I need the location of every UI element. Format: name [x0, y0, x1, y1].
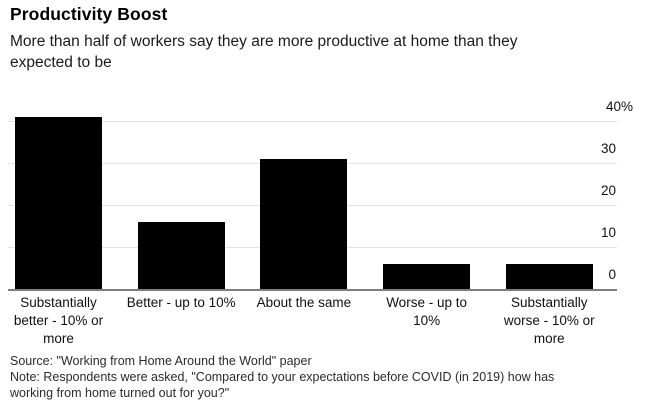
gridline-40: [8, 121, 617, 123]
x-category-label-1: Substantially better - 10% or more: [13, 295, 104, 346]
note-text: Note: Respondents were asked, "Compared …: [10, 370, 555, 400]
x-axis-line: [8, 289, 617, 291]
x-category-label-4: Worse - up to 10%: [386, 295, 467, 328]
y-tick-label-10: 10: [600, 225, 616, 241]
source-text: Source: "Working from Home Around the Wo…: [10, 354, 312, 368]
bar-3: [260, 159, 348, 289]
chart-subtitle: More than half of workers say they are m…: [10, 33, 518, 71]
y-tick-label-0: 0: [608, 267, 616, 282]
x-category-label-5: Substantially worse - 10% or more: [503, 295, 595, 346]
y-tick-label-30: 30: [600, 141, 616, 157]
y-tick-label-40: 40%: [605, 99, 633, 115]
x-category-label-3: About the same: [256, 295, 352, 310]
chart-title: Productivity Boost: [10, 4, 168, 24]
bar-2: [137, 221, 225, 289]
bar-5: [505, 263, 593, 289]
x-category-label-2: Better - up to 10%: [126, 295, 236, 310]
bar-4: [383, 263, 471, 289]
bar-1: [15, 117, 102, 289]
chart-footer: Source: "Working from Home Around the Wo…: [10, 353, 640, 401]
y-tick-label-20: 20: [600, 183, 616, 199]
